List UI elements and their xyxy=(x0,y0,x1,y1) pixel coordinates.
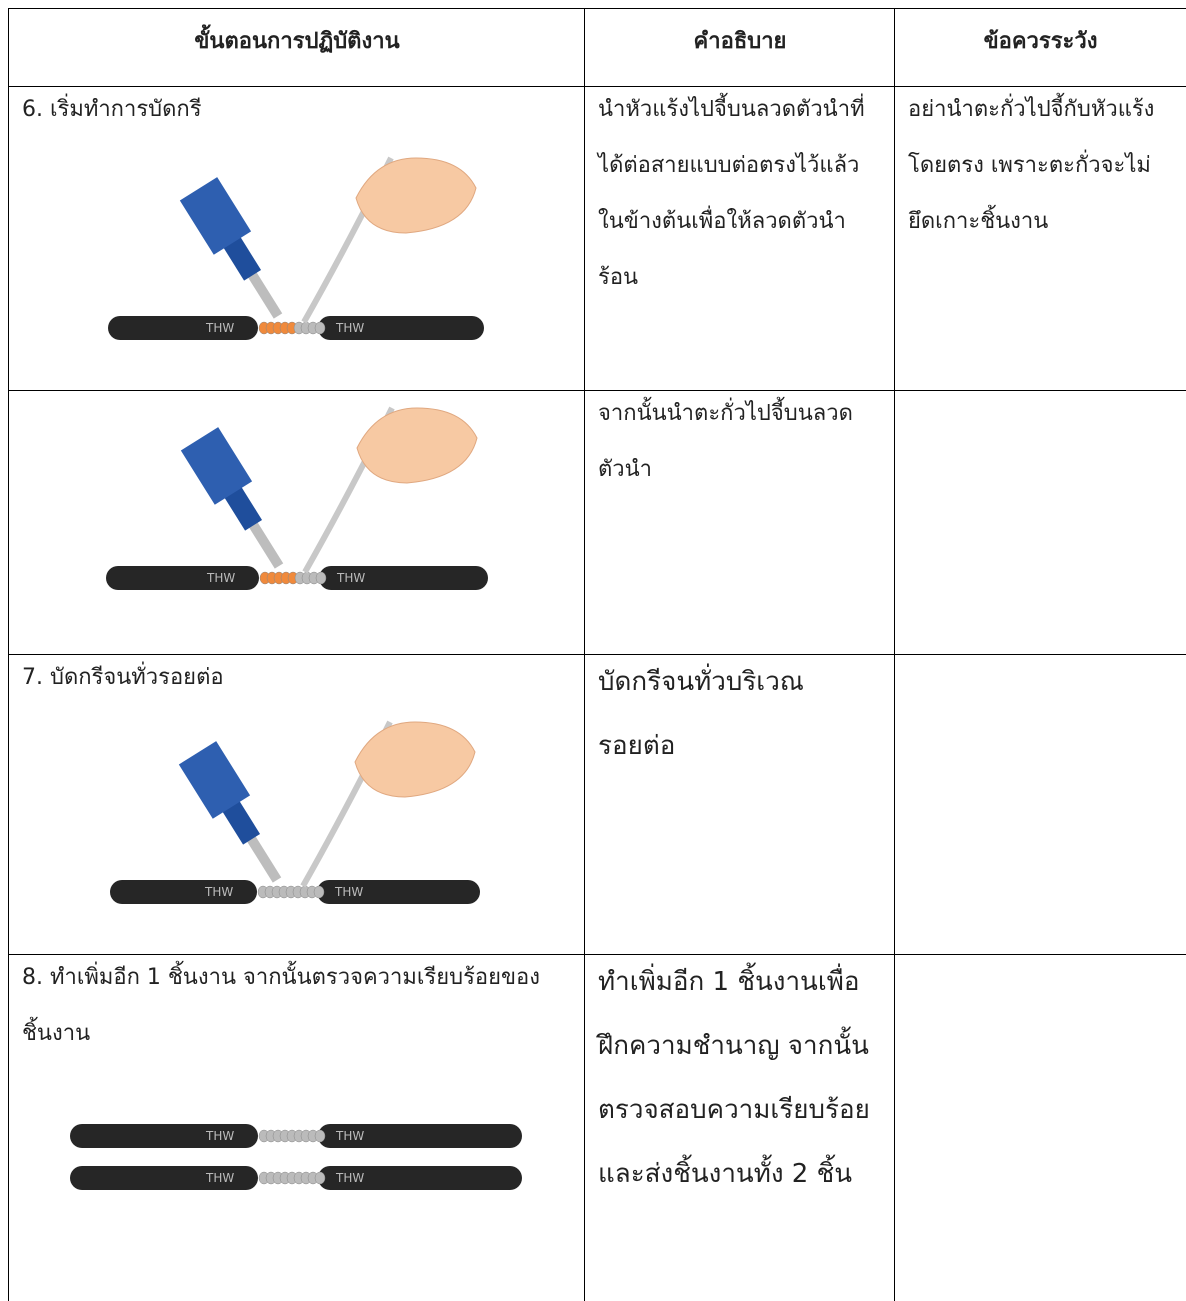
description-line: ในข้างต้นเพื่อให้ลวดตัวนำ xyxy=(598,209,846,234)
description-line: และส่งชิ้นงานทั้ง 2 ชิ้น xyxy=(598,1159,853,1189)
caution-line: โดยตรง เพราะตะกั่วจะไม่ xyxy=(908,153,1151,178)
table-cell: คำอธิบาย xyxy=(584,8,895,87)
step-line: ชิ้นงาน xyxy=(22,1021,91,1046)
table-cell xyxy=(8,654,585,955)
description-line: นำหัวแร้งไปจี้บนลวดตัวนำที่ xyxy=(598,97,865,122)
table-cell xyxy=(584,86,895,391)
description-line: ร้อน xyxy=(598,265,639,290)
table-cell xyxy=(894,654,1186,955)
description-line: ได้ต่อสายแบบต่อตรงไว้แล้ว xyxy=(598,153,860,178)
step-line: 7. บัดกรีจนทั่วรอยต่อ xyxy=(22,665,224,690)
description-line: บัดกรีจนทั่วบริเวณ xyxy=(598,667,804,697)
table-cell: ขั้นตอนการปฏิบัติงาน xyxy=(8,8,585,87)
step-line: 8. ทำเพิ่มอีก 1 ชิ้นงาน จากนั้นตรวจความเ… xyxy=(22,965,540,990)
caution-line: อย่านำตะกั่วไปจี้กับหัวแร้ง xyxy=(908,97,1155,122)
table-cell xyxy=(894,390,1186,655)
table-cell: ข้อควรระวัง xyxy=(894,8,1186,87)
table-cell xyxy=(894,954,1186,1301)
description-line: ฝึกความชำนาญ จากนั้น xyxy=(598,1031,869,1061)
table-cell xyxy=(584,954,895,1301)
description-line: รอยต่อ xyxy=(598,731,676,761)
table-cell xyxy=(8,86,585,391)
table-cell xyxy=(894,86,1186,391)
caution-line: ยึดเกาะชิ้นงาน xyxy=(908,209,1049,234)
table-cell xyxy=(584,390,895,655)
table-cell xyxy=(584,654,895,955)
page: ขั้นตอนการปฏิบัติงาน คำอธิบาย ข้อควรระวัง 6… xyxy=(8,8,1186,1301)
step-line: 6. เริ่มทำการบัดกรี xyxy=(22,97,202,122)
table-cell xyxy=(8,390,585,655)
description-line: จากนั้นนำตะกั่วไปจี้บนลวด xyxy=(598,401,853,426)
table-cell xyxy=(8,954,585,1301)
description-line: ทำเพิ่มอีก 1 ชิ้นงานเพื่อ xyxy=(598,967,860,997)
description-line: ตรวจสอบความเรียบร้อย xyxy=(598,1095,870,1125)
description-line: ตัวนำ xyxy=(598,457,653,482)
